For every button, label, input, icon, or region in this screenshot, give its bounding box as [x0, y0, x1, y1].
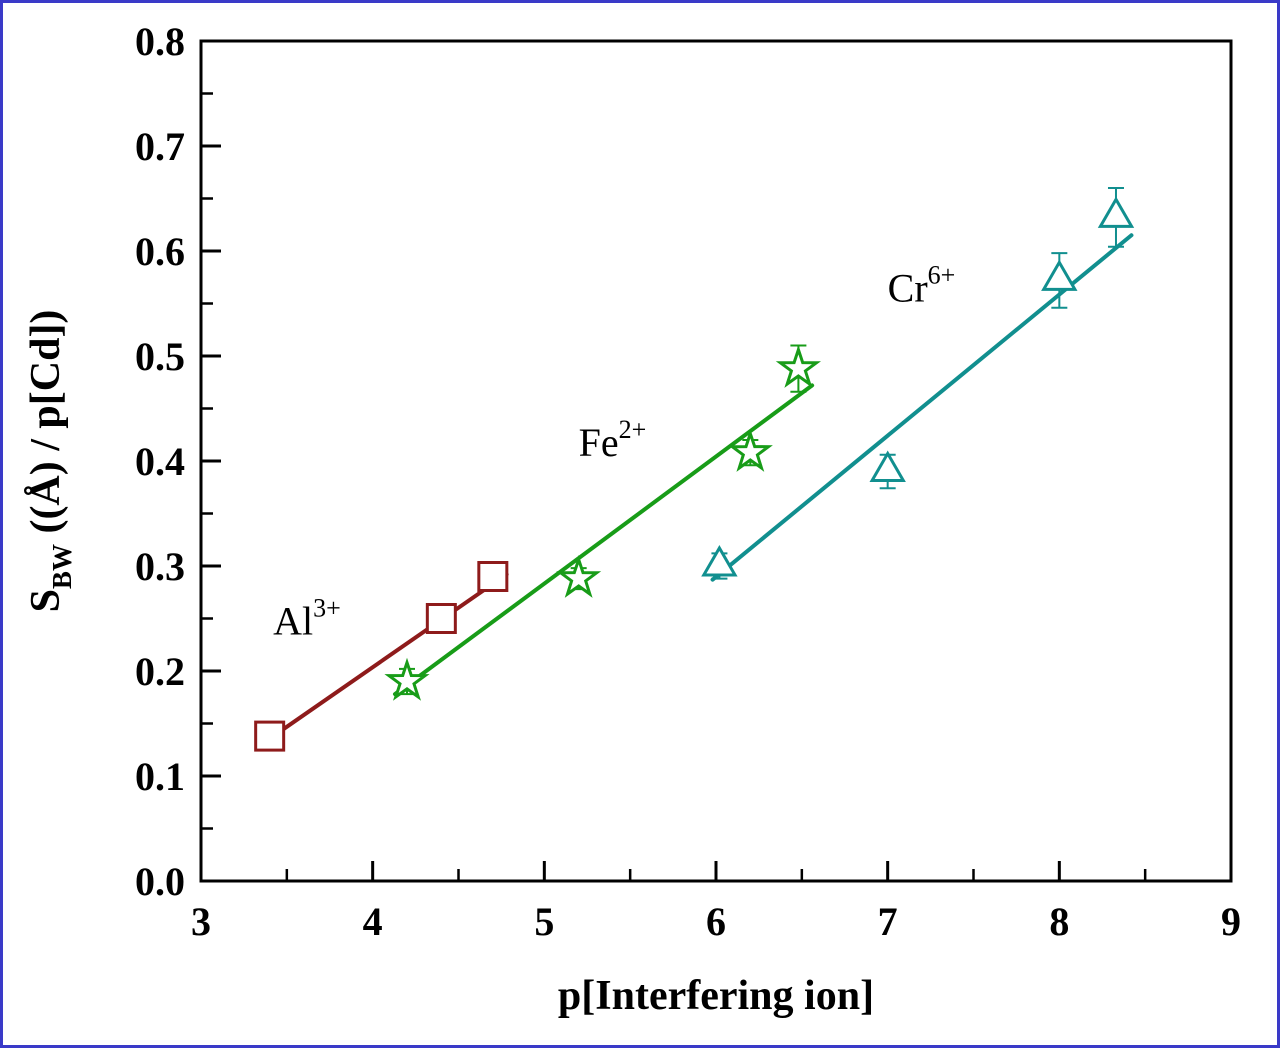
- data-point-triangle: [701, 545, 738, 577]
- data-point-square: [254, 720, 286, 752]
- chart-canvas: 3 4 5 6 7 8 9 0.0 0.1 0.2 0.3 0.4 0.5 0.6 0.7 0.8 p[Inte…: [23, 19, 1241, 1019]
- y-tick-label: 0.3: [135, 544, 185, 589]
- data-point-square: [477, 561, 509, 592]
- y-axis-title: SBW ((Å) / p[Cd]): [23, 310, 77, 613]
- y-tick-label: 0.7: [135, 124, 185, 169]
- data-point-triangle: [1097, 196, 1135, 228]
- y-tick-label: 0.5: [135, 334, 185, 379]
- x-axis-title: p[Interfering ion]: [558, 973, 874, 1019]
- y-tick-label: 0.1: [135, 754, 185, 799]
- y-tick-label: 0.8: [135, 19, 185, 64]
- series-label-Fe2+: Fe2+: [579, 415, 647, 465]
- x-tick-label: 3: [191, 899, 211, 944]
- x-tick-label: 9: [1221, 899, 1241, 944]
- x-tick-label: 6: [706, 899, 726, 944]
- plot-frame: [199, 39, 1233, 883]
- data-point-star: [775, 344, 822, 388]
- y-tick-label: 0.0: [135, 859, 185, 904]
- data-point-star: [384, 657, 430, 701]
- data-point-star: [727, 428, 773, 472]
- fit-line-Fe2+: [392, 383, 815, 697]
- series-label-Al3+: Al3+: [273, 593, 341, 643]
- data-point-square: [425, 603, 457, 634]
- y-tick-label: 0.6: [135, 229, 185, 274]
- fit-line-Al3+: [260, 572, 509, 746]
- chart-figure: 3 4 5 6 7 8 9 0.0 0.1 0.2 0.3 0.4 0.5 0.6 0.7 0.8 p[Inte…: [3, 3, 1277, 1050]
- x-tick-label: 5: [534, 899, 554, 944]
- y-tick-label: 0.4: [135, 439, 185, 484]
- x-tick-label: 7: [878, 899, 898, 944]
- data-point-triangle: [869, 450, 906, 482]
- data-point-star: [556, 554, 602, 598]
- data-point-triangle: [1041, 259, 1078, 291]
- series-label-Cr6+: Cr6+: [888, 260, 956, 310]
- x-tick-label: 4: [363, 899, 383, 944]
- x-tick-label: 8: [1049, 899, 1069, 944]
- y-tick-label: 0.2: [135, 649, 185, 694]
- fit-line-Cr6+: [710, 233, 1134, 582]
